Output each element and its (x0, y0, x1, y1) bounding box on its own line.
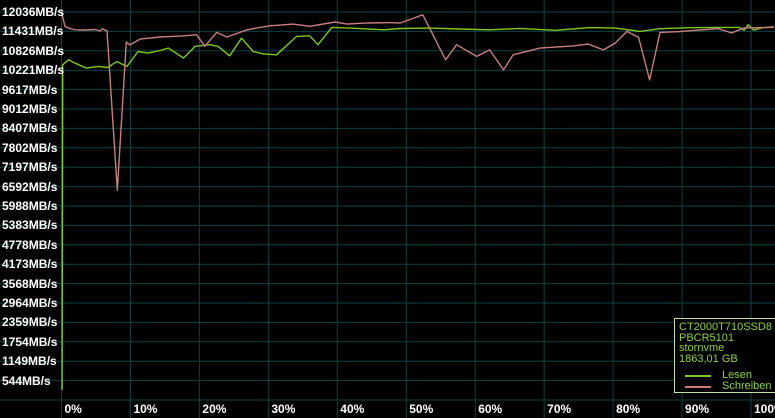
y-axis-tick-label: 4778MB/s (2, 237, 58, 252)
y-axis-tick-label: 10221MB/s (2, 63, 65, 78)
legend-item-write: Schreiben (679, 379, 775, 392)
x-axis-tick-label: 50% (409, 402, 434, 416)
y-axis-tick-label: 1149MB/s (2, 354, 57, 369)
write-line-sample (685, 385, 711, 388)
legend-item-read: Lesen (679, 368, 775, 381)
y-axis-tick-label: 9012MB/s (2, 102, 58, 116)
read-line-sample (685, 374, 711, 377)
y-axis-tick-label: 8407MB/s (2, 121, 58, 136)
y-axis-tick-label: 9617MB/s (2, 82, 58, 97)
y-axis-tick-label: 544MB/s (2, 373, 51, 388)
x-axis-tick-label: 40% (340, 402, 365, 416)
x-axis-tick-label: 10% (133, 402, 158, 416)
x-axis-tick-label: 20% (202, 402, 227, 416)
y-axis-tick-label: 7802MB/s (2, 140, 58, 155)
y-axis-tick-label: 10826MB/s (2, 43, 65, 58)
write-label: Schreiben (722, 379, 772, 392)
y-axis-tick-label: 6592MB/s (2, 179, 58, 194)
x-axis-tick-label: 90% (685, 402, 710, 416)
y-axis-tick-label: 2964MB/s (2, 296, 58, 310)
series-line-lesen (61, 24, 774, 390)
x-axis-tick-label: 0% (64, 402, 82, 416)
y-axis-tick-label: 2359MB/s (2, 315, 58, 330)
y-axis-tick-label: 3568MB/s (2, 276, 58, 291)
y-axis-tick-label: 7197MB/s (2, 160, 58, 175)
device-model-text: CT2000T710SSD8 (679, 321, 772, 333)
y-axis-tick-label: 4173MB/s (2, 257, 58, 272)
x-axis-tick-label: 70% (547, 402, 572, 416)
capacity-text: 1863,01 GB (679, 353, 738, 366)
y-axis-tick-label: 5988MB/s (2, 199, 58, 213)
firmware-text: PBCR5101 (679, 331, 735, 344)
legend-box: CT2000T710SSD8 PBCR5101 stornvme 1863,01… (674, 318, 775, 393)
x-axis-tick-label: 100% (754, 402, 775, 416)
x-axis-tick-label: 60% (478, 402, 503, 416)
driver-text: stornvme (679, 342, 725, 355)
y-axis-tick-label: 12036MB/s (2, 5, 65, 19)
y-axis-tick-label: 1754MB/s (2, 334, 58, 349)
series-line-schreiben (60, 11, 774, 191)
x-axis-tick-label: 30% (271, 402, 296, 416)
y-axis-tick-label: 11431MB/s (2, 24, 64, 39)
x-axis-tick-label: 80% (616, 402, 641, 416)
y-axis-tick-label: 5383MB/s (2, 218, 58, 233)
read-label: Lesen (722, 368, 752, 381)
